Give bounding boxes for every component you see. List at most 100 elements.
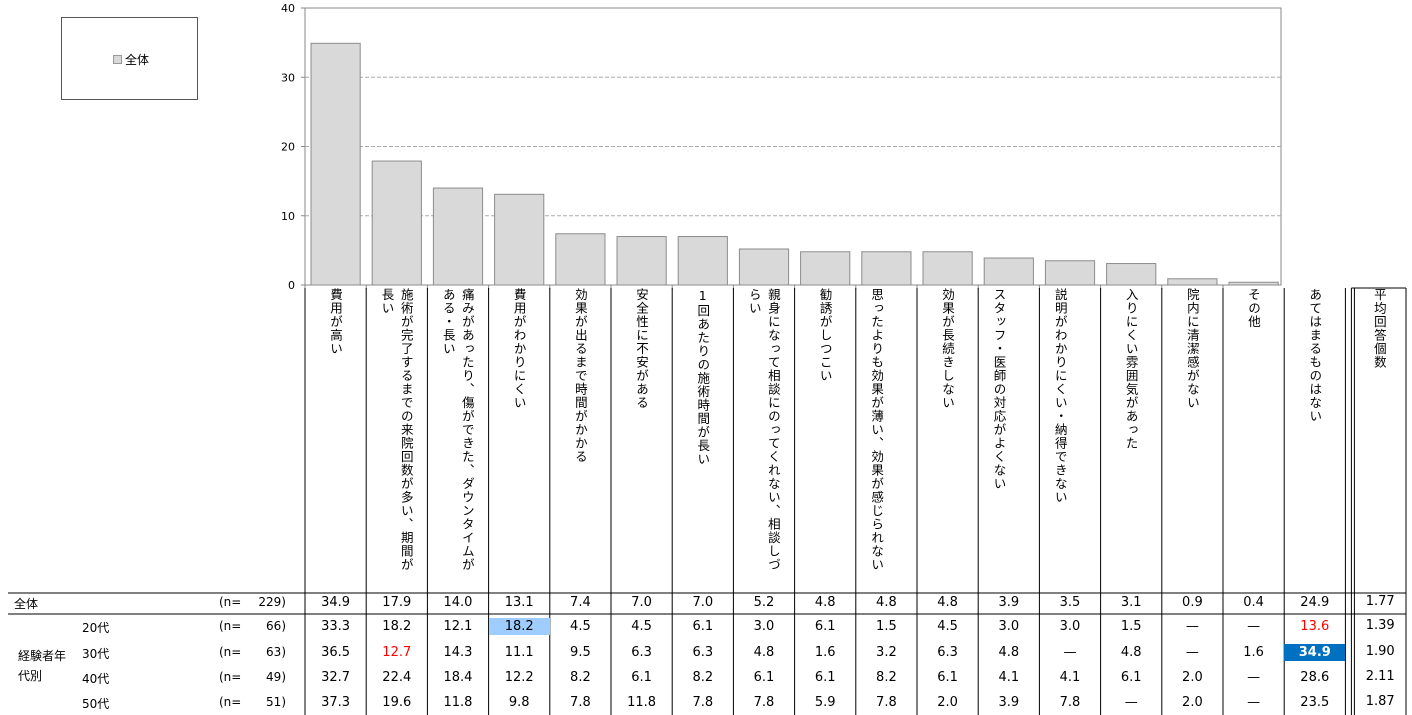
table-cell: 33.3 xyxy=(321,619,351,634)
table-cell: 6.1 xyxy=(692,619,714,634)
avg-cell: 1.87 xyxy=(1365,694,1395,709)
table-cell: 4.1 xyxy=(998,670,1020,685)
table-cell: 17.9 xyxy=(382,595,412,610)
table-cell: 18.2 xyxy=(488,618,550,635)
table-cell: 9.8 xyxy=(508,695,530,710)
table-cell: 6.3 xyxy=(631,645,652,660)
table-cell: 8.2 xyxy=(876,670,897,685)
y-tick-label: 10 xyxy=(281,210,295,223)
table-cell: 4.8 xyxy=(937,595,958,610)
table-cell: 1.6 xyxy=(1243,645,1264,660)
category-label: 院内に清潔感がない xyxy=(1184,288,1200,410)
table-cell: — xyxy=(1247,619,1261,634)
bar xyxy=(555,233,606,286)
table-cell: 7.8 xyxy=(753,695,775,710)
table-cell: 6.1 xyxy=(814,619,836,634)
table-cell: 1.5 xyxy=(1120,619,1142,634)
bar xyxy=(983,257,1034,286)
row-n: 66) xyxy=(266,619,286,633)
table-cell: 12.7 xyxy=(382,645,412,660)
table-cell: 3.9 xyxy=(998,695,1020,710)
avg-cell: 1.90 xyxy=(1365,644,1395,659)
table-cell: 7.8 xyxy=(1059,695,1081,710)
bar xyxy=(1044,260,1096,286)
table-cell: 7.8 xyxy=(692,695,714,710)
table-cell: 6.3 xyxy=(937,645,958,660)
table-cell: 28.6 xyxy=(1300,670,1330,685)
table-cell: 3.0 xyxy=(753,619,775,634)
category-label: その他 xyxy=(1246,288,1262,329)
category-label: 安全性に不安がある xyxy=(634,288,650,410)
table-cell: 3.2 xyxy=(876,645,897,660)
y-tick-label: 30 xyxy=(281,71,295,84)
table-cell: 3.1 xyxy=(1120,595,1142,610)
table-cell: 4.5 xyxy=(570,619,591,634)
bar xyxy=(800,251,851,286)
bar xyxy=(861,251,912,286)
table-cell: 4.8 xyxy=(814,595,836,610)
table-cell: — xyxy=(1185,645,1199,660)
table-cell: 3.5 xyxy=(1059,595,1081,610)
legend-swatch xyxy=(113,55,122,64)
avg-column-header: 平均回答個数 xyxy=(1371,288,1387,369)
table-cell: 34.9 xyxy=(321,595,351,610)
row-n-prefix: (n= xyxy=(219,619,242,633)
avg-cell: 2.11 xyxy=(1365,669,1395,684)
bar xyxy=(616,236,667,286)
table-cell: 7.8 xyxy=(876,695,897,710)
group-label: 経験者年代別 xyxy=(18,649,67,683)
table-cell: — xyxy=(1063,645,1077,660)
table-cell: 4.1 xyxy=(1059,670,1081,685)
table-cell: 2.0 xyxy=(937,695,958,710)
bar xyxy=(371,160,422,286)
avg-cell: 1.77 xyxy=(1365,594,1395,609)
table-cell: 4.8 xyxy=(1120,645,1142,660)
table-cell: — xyxy=(1247,695,1261,710)
table-cell: 19.6 xyxy=(382,695,412,710)
category-label: 効果が長続きしない xyxy=(940,288,956,410)
table-cell: 1.6 xyxy=(814,645,836,660)
category-label: 効果が出るまで時間がかかる xyxy=(572,288,588,464)
table-cell: — xyxy=(1124,695,1138,710)
table-cell: 11.8 xyxy=(627,695,657,710)
table-cell: 4.8 xyxy=(998,645,1020,660)
table-cell: 4.5 xyxy=(937,619,958,634)
table-cell: 14.0 xyxy=(443,595,473,610)
table-cell: 22.4 xyxy=(382,670,412,685)
bar xyxy=(1106,263,1157,286)
bar xyxy=(432,187,484,286)
bar xyxy=(677,236,728,286)
row-label: 30代 xyxy=(82,647,110,661)
row-n-prefix: (n= xyxy=(219,670,242,684)
table-cell: 7.8 xyxy=(570,695,591,710)
category-label: 勧誘がしつこい xyxy=(817,288,833,383)
y-tick-label: 20 xyxy=(281,141,295,154)
bar xyxy=(922,251,973,286)
table-cell: 2.0 xyxy=(1182,695,1203,710)
legend-label: 全体 xyxy=(125,53,150,67)
table-cell: 13.1 xyxy=(504,595,534,610)
table-cell: 5.2 xyxy=(753,595,775,610)
table-cell: 18.4 xyxy=(443,670,473,685)
table-cell: 8.2 xyxy=(570,670,591,685)
bar xyxy=(738,248,790,286)
table-cell: 12.2 xyxy=(504,670,534,685)
table-cell: 6.1 xyxy=(814,670,836,685)
row-n: 229) xyxy=(258,595,286,609)
table-cell: 3.0 xyxy=(998,619,1020,634)
table-cell: 7.0 xyxy=(631,595,652,610)
bar xyxy=(310,42,361,286)
chart-legend: 全体 xyxy=(61,17,198,100)
row-label: 全体 xyxy=(14,597,39,611)
table-cell: 7.4 xyxy=(570,595,591,610)
y-tick-label: 0 xyxy=(288,279,295,292)
category-label: 思ったよりも効果が薄い、効果が感じられない xyxy=(869,288,885,572)
avg-cell: 1.39 xyxy=(1365,618,1395,633)
table-cell: 6.1 xyxy=(1120,670,1142,685)
table-cell: 6.1 xyxy=(937,670,958,685)
table-cell: 14.3 xyxy=(443,645,473,660)
table-cell: 6.3 xyxy=(692,645,714,660)
table-cell: 1.5 xyxy=(876,619,897,634)
category-label: 施術が完了するまでの来院回数が多い、期間が長い xyxy=(379,288,414,572)
row-n-prefix: (n= xyxy=(219,695,242,709)
